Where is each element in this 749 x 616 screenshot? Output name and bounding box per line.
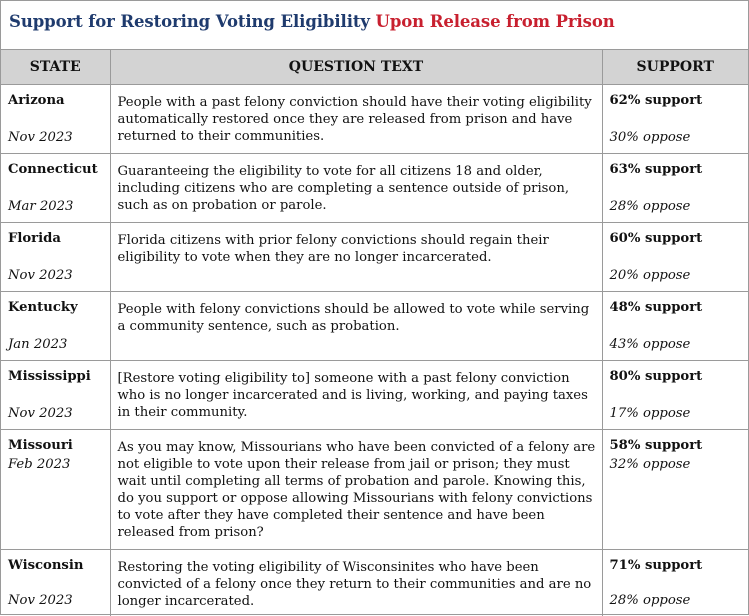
state-name: Mississippi: [1, 361, 110, 385]
table-row: Connecticut Mar 2023 Guaranteeing the eli…: [1, 154, 748, 223]
state-cell: Missouri Feb 2023: [1, 430, 110, 550]
title-part-2: Upon Release from Prison: [376, 12, 615, 31]
question-cell: As you may know, Missourians who have be…: [110, 430, 602, 550]
table-row: Wisconsin Nov 2023 Restoring the voting e…: [1, 550, 748, 616]
support-value: 71% support: [603, 550, 749, 574]
table-row: Arizona Nov 2023 People with a past felon…: [1, 85, 748, 154]
title-part-1: Support for Restoring Voting Eligibility: [9, 12, 370, 31]
support-cell: 63% support 28% oppose: [602, 154, 748, 223]
oppose-value: 17% oppose: [610, 405, 691, 422]
question-text: [Restore voting eligibility to] someone …: [111, 361, 602, 421]
support-cell: 48% support 43% oppose: [602, 292, 748, 361]
header-question: QUESTION TEXT: [110, 50, 602, 85]
table-row: Kentucky Jan 2023 People with felony conv…: [1, 292, 748, 361]
support-cell: 58% support 32% oppose: [602, 430, 748, 550]
support-cell: 71% support 28% oppose: [602, 550, 748, 616]
support-value: 60% support: [603, 223, 749, 247]
poll-date: Mar 2023: [8, 198, 73, 215]
table-row: Florida Nov 2023 Florida citizens with pr…: [1, 223, 748, 292]
state-cell: Arizona Nov 2023: [1, 85, 110, 154]
question-text: Guaranteeing the eligibility to vote for…: [111, 154, 602, 214]
question-cell: People with a past felony conviction sho…: [110, 85, 602, 154]
support-value: 80% support: [603, 361, 749, 385]
oppose-value: 43% oppose: [610, 336, 691, 353]
oppose-value: 28% oppose: [610, 592, 691, 609]
state-cell: Mississippi Nov 2023: [1, 361, 110, 430]
poll-date: Nov 2023: [8, 592, 73, 609]
question-text: People with a past felony conviction sho…: [111, 85, 602, 145]
oppose-value: 32% oppose: [610, 456, 691, 473]
poll-date: Nov 2023: [8, 405, 73, 422]
state-name: Missouri: [1, 430, 110, 454]
page-title: Support for Restoring Voting Eligibility…: [1, 1, 748, 50]
question-text: Florida citizens with prior felony convi…: [111, 223, 602, 266]
question-text: People with felony convictions should be…: [111, 292, 602, 335]
support-cell: 62% support 30% oppose: [602, 85, 748, 154]
header-support: SUPPORT: [602, 50, 748, 85]
poll-date: Feb 2023: [8, 456, 70, 473]
oppose-value: 20% oppose: [610, 267, 691, 284]
polling-table: STATE QUESTION TEXT SUPPORT Arizona Nov 2…: [1, 50, 748, 616]
question-cell: Restoring the voting eligibility of Wisc…: [110, 550, 602, 616]
oppose-value: 30% oppose: [610, 129, 691, 146]
support-value: 58% support: [603, 430, 749, 454]
table-row: Mississippi Nov 2023 [Restore voting elig…: [1, 361, 748, 430]
state-name: Arizona: [1, 85, 110, 109]
state-cell: Florida Nov 2023: [1, 223, 110, 292]
state-name: Wisconsin: [1, 550, 110, 574]
state-name: Florida: [1, 223, 110, 247]
state-cell: Kentucky Jan 2023: [1, 292, 110, 361]
state-cell: Wisconsin Nov 2023: [1, 550, 110, 616]
support-value: 48% support: [603, 292, 749, 316]
question-cell: Florida citizens with prior felony convi…: [110, 223, 602, 292]
state-name: Kentucky: [1, 292, 110, 316]
support-value: 62% support: [603, 85, 749, 109]
question-cell: Guaranteeing the eligibility to vote for…: [110, 154, 602, 223]
poll-date: Nov 2023: [8, 129, 73, 146]
question-text: Restoring the voting eligibility of Wisc…: [111, 550, 602, 610]
support-value: 63% support: [603, 154, 749, 178]
question-cell: [Restore voting eligibility to] someone …: [110, 361, 602, 430]
support-cell: 60% support 20% oppose: [602, 223, 748, 292]
oppose-value: 28% oppose: [610, 198, 691, 215]
state-cell: Connecticut Mar 2023: [1, 154, 110, 223]
poll-date: Jan 2023: [8, 336, 67, 353]
state-name: Connecticut: [1, 154, 110, 178]
question-text: As you may know, Missourians who have be…: [111, 430, 602, 541]
header-state: STATE: [1, 50, 110, 85]
question-cell: People with felony convictions should be…: [110, 292, 602, 361]
support-cell: 80% support 17% oppose: [602, 361, 748, 430]
header-row: STATE QUESTION TEXT SUPPORT: [1, 50, 748, 85]
table-row: Missouri Feb 2023 As you may know, Missou…: [1, 430, 748, 550]
poll-date: Nov 2023: [8, 267, 73, 284]
